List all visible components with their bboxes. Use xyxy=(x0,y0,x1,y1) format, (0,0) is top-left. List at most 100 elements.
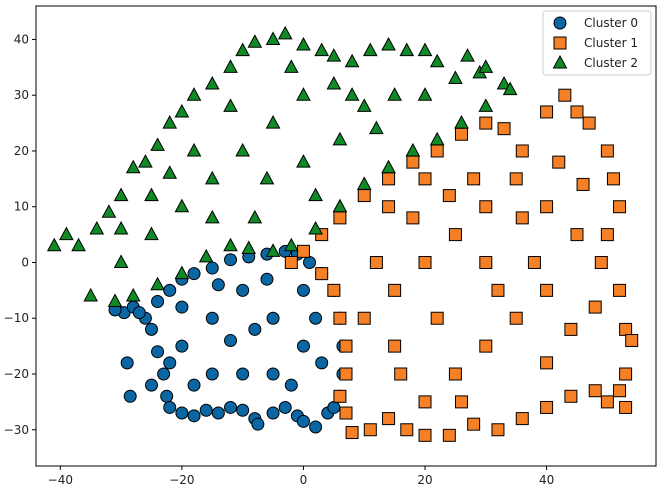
data-point xyxy=(236,367,250,381)
data-point xyxy=(479,200,493,214)
y-tick-label: 0 xyxy=(21,255,29,269)
data-point xyxy=(163,283,177,297)
data-point xyxy=(236,403,250,417)
y-tick-label: −30 xyxy=(4,423,29,437)
data-point xyxy=(224,253,238,267)
data-point xyxy=(478,59,494,73)
data-point xyxy=(211,278,225,292)
data-point xyxy=(247,209,263,224)
data-point xyxy=(204,209,220,224)
data-point xyxy=(460,48,475,62)
data-point xyxy=(296,339,310,353)
data-point xyxy=(339,367,353,381)
data-point xyxy=(496,76,512,90)
data-point xyxy=(265,243,281,257)
data-point xyxy=(429,131,445,146)
data-point xyxy=(163,356,177,370)
data-point xyxy=(223,98,238,112)
x-tick-label: 0 xyxy=(300,473,308,487)
data-point xyxy=(223,237,238,252)
data-point xyxy=(247,34,263,48)
data-point xyxy=(113,220,129,235)
data-point xyxy=(83,287,99,302)
data-point xyxy=(187,409,201,423)
y-tick-label: 10 xyxy=(14,200,29,214)
data-point xyxy=(382,412,396,426)
data-point xyxy=(540,283,554,297)
data-point xyxy=(315,267,329,281)
data-point xyxy=(283,237,299,252)
data-point xyxy=(204,170,220,185)
data-point xyxy=(613,283,627,297)
data-point xyxy=(478,98,494,112)
data-point xyxy=(120,356,134,370)
data-point xyxy=(314,42,330,57)
legend-label-0: Cluster 0 xyxy=(584,16,638,30)
data-point xyxy=(251,417,265,431)
data-point xyxy=(332,198,348,213)
data-point xyxy=(284,255,298,269)
legend-marker-1 xyxy=(553,36,567,50)
data-point xyxy=(399,42,415,57)
data-point xyxy=(357,189,371,203)
y-tick-label: −10 xyxy=(4,311,29,325)
data-point xyxy=(309,311,323,325)
data-point xyxy=(515,144,529,158)
data-point xyxy=(576,177,590,191)
data-point xyxy=(174,198,190,213)
data-point xyxy=(266,406,280,420)
data-point xyxy=(369,255,383,269)
data-point xyxy=(606,172,620,186)
data-point xyxy=(417,87,433,101)
data-point xyxy=(308,220,323,235)
data-point xyxy=(175,406,189,420)
data-point xyxy=(448,367,462,381)
data-point xyxy=(186,142,202,157)
data-point xyxy=(296,414,310,428)
data-point xyxy=(260,272,274,286)
data-point xyxy=(205,261,219,275)
legend: Cluster 0 Cluster 1 Cluster 2 xyxy=(542,10,652,76)
data-point xyxy=(327,400,341,414)
data-point xyxy=(382,200,396,214)
data-point xyxy=(150,276,165,291)
data-point xyxy=(339,406,353,420)
data-point xyxy=(619,400,633,414)
legend-marker-0 xyxy=(553,16,567,30)
data-point xyxy=(162,115,178,129)
y-axis: −30 −20 −10 0 10 20 30 40 xyxy=(4,32,36,437)
data-point xyxy=(187,267,201,281)
data-point xyxy=(509,172,523,186)
legend-label-1: Cluster 1 xyxy=(584,36,638,50)
data-point xyxy=(540,400,554,414)
data-point xyxy=(619,367,633,381)
legend-marker-2 xyxy=(552,54,568,69)
data-point xyxy=(144,322,158,336)
data-point xyxy=(356,98,372,112)
data-point xyxy=(144,226,159,241)
data-point xyxy=(248,322,262,336)
data-point xyxy=(175,300,189,314)
data-point xyxy=(491,423,505,437)
data-point xyxy=(284,378,298,392)
y-tick-label: 20 xyxy=(14,144,29,158)
data-point xyxy=(308,187,323,202)
data-point xyxy=(125,287,141,302)
data-point xyxy=(339,339,353,353)
data-point xyxy=(344,87,360,101)
data-point xyxy=(327,283,341,297)
data-point xyxy=(265,115,281,129)
data-point xyxy=(151,295,165,309)
data-point xyxy=(107,293,123,308)
data-point xyxy=(326,48,342,62)
data-point xyxy=(296,87,311,101)
data-point xyxy=(515,412,529,426)
data-point xyxy=(418,255,432,269)
data-point xyxy=(356,176,372,190)
data-point xyxy=(381,36,396,51)
data-point xyxy=(150,137,165,151)
data-point xyxy=(502,81,518,96)
data-point xyxy=(283,59,299,73)
data-point xyxy=(564,389,578,403)
data-point xyxy=(613,384,627,398)
